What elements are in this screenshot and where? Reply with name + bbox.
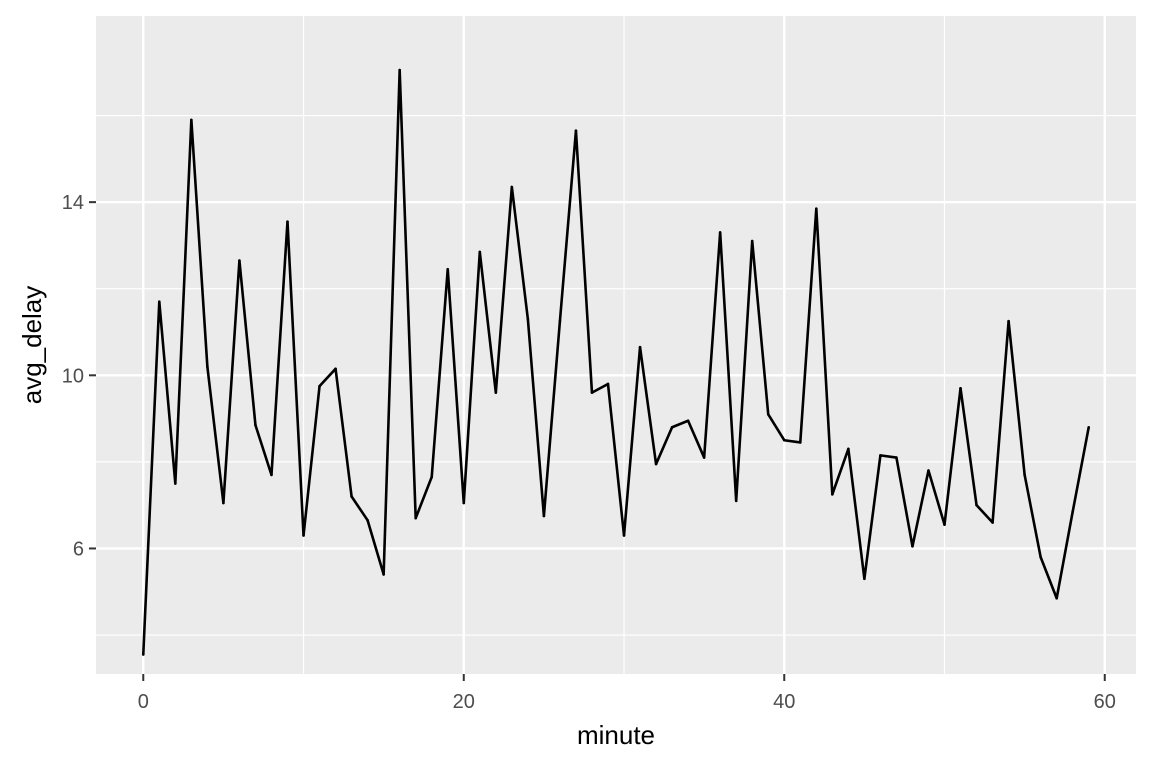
data-point — [542, 514, 546, 518]
data-point — [206, 365, 209, 368]
data-point — [798, 441, 802, 444]
data-point — [943, 523, 946, 526]
x-tick-label: 0 — [138, 691, 149, 713]
y-axis: 6 10 14 — [62, 192, 96, 560]
data-point — [975, 503, 978, 507]
data-point — [766, 412, 770, 416]
data-point — [334, 367, 337, 371]
y-tick-label: 10 — [62, 365, 84, 387]
data-point — [718, 231, 722, 234]
data-point — [302, 534, 305, 537]
data-point — [895, 456, 898, 459]
data-point — [638, 345, 642, 349]
data-point — [414, 516, 417, 520]
data-point — [911, 544, 914, 548]
data-point — [574, 129, 578, 133]
data-point — [254, 423, 257, 427]
data-point — [847, 447, 850, 451]
data-point — [815, 207, 818, 210]
data-point — [141, 653, 145, 656]
data-point — [1055, 596, 1058, 600]
data-point — [863, 577, 866, 581]
major-gridlines — [96, 16, 1136, 674]
data-point — [558, 319, 562, 323]
data-point — [1039, 555, 1042, 559]
x-tick-label: 20 — [453, 691, 475, 713]
y-tick-label: 6 — [73, 538, 84, 560]
data-point — [782, 438, 786, 442]
data-point — [702, 456, 706, 459]
data-point — [1023, 473, 1026, 477]
data-point — [430, 475, 434, 479]
data-point — [750, 239, 754, 243]
data-point — [286, 220, 289, 223]
data-point — [1007, 319, 1010, 323]
data-point — [879, 454, 882, 457]
data-point — [734, 499, 738, 503]
data-point — [478, 250, 482, 254]
data-point — [526, 317, 530, 321]
y-axis-title: avg_delay — [17, 286, 47, 405]
data-point — [174, 482, 177, 485]
data-point — [510, 185, 514, 189]
data-point — [382, 573, 385, 576]
x-tick-label: 60 — [1094, 691, 1116, 713]
x-axis: 0 20 40 60 — [138, 674, 1116, 713]
data-point — [670, 425, 674, 429]
data-point — [398, 68, 401, 72]
data-point — [654, 462, 658, 466]
y-tick-label: 14 — [62, 192, 84, 214]
data-point — [927, 469, 930, 472]
series-layer — [141, 68, 1091, 656]
data-point — [959, 386, 962, 390]
data-point — [991, 521, 994, 524]
data-point — [222, 501, 225, 505]
data-point — [270, 473, 273, 477]
data-point — [686, 419, 690, 423]
data-point — [831, 493, 834, 496]
x-axis-title: minute — [577, 720, 655, 750]
series-line — [141, 68, 1091, 655]
data-point — [157, 300, 161, 304]
x-tick-label: 40 — [773, 691, 795, 713]
data-point — [366, 519, 369, 522]
data-point — [238, 259, 241, 262]
data-point — [318, 384, 321, 388]
data-point — [606, 382, 610, 386]
data-point — [494, 391, 498, 394]
plot-panel — [96, 16, 1136, 674]
data-point — [1087, 425, 1091, 429]
data-point — [350, 495, 353, 498]
data-point — [446, 267, 450, 271]
data-point — [1071, 510, 1075, 513]
data-point — [462, 501, 466, 505]
data-point — [622, 534, 626, 537]
data-point — [190, 118, 193, 122]
data-point — [590, 391, 594, 394]
